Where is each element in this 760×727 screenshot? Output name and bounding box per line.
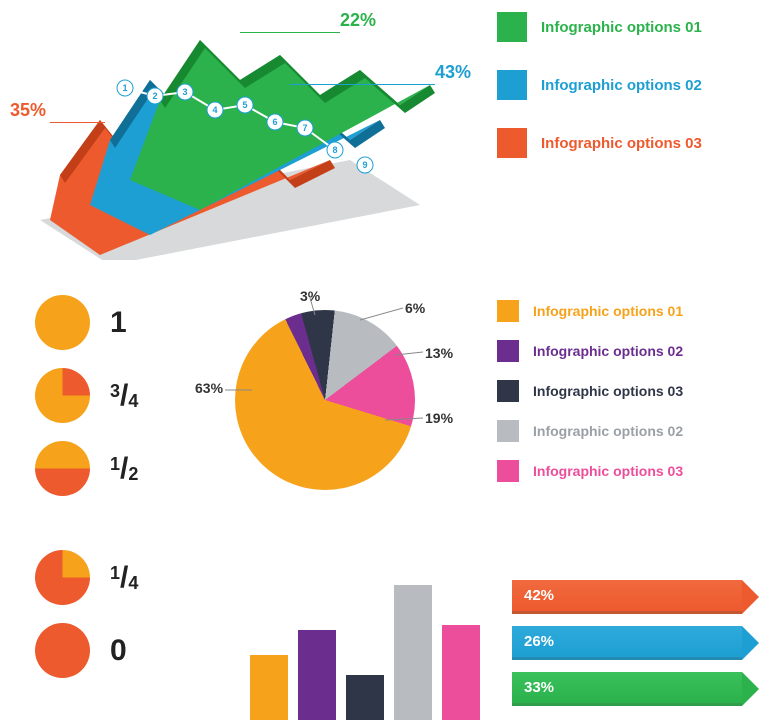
legend-swatch	[497, 460, 519, 482]
fraction-label: 0	[110, 634, 127, 668]
arrow-label: 33%	[524, 679, 554, 696]
arrow-label: 42%	[524, 587, 554, 604]
legend-swatch	[497, 420, 519, 442]
legend-swatch	[497, 340, 519, 362]
area-3d-svg: 1 2 3 4 5 6 7 8 9	[30, 10, 450, 260]
fraction-label: 3/4	[110, 379, 138, 413]
svg-text:6: 6	[272, 117, 277, 127]
legend-swatch	[497, 128, 527, 158]
pie-chart: 63% 3% 6% 13% 19%	[225, 290, 435, 500]
legend-label: Infographic options 02	[541, 77, 702, 94]
pie-leader-lines	[225, 290, 435, 500]
legend-mid-item: Infographic options 02	[497, 420, 742, 442]
fraction-circle-icon	[35, 550, 90, 605]
bar-chart	[250, 550, 480, 720]
fraction-circle-icon	[35, 623, 90, 678]
svg-text:9: 9	[362, 160, 367, 170]
fractions-column: 1 3/4 1/2	[35, 295, 205, 514]
legend-label: Infographic options 02	[533, 423, 683, 439]
bar-3	[346, 675, 384, 720]
callout-line-35	[50, 122, 105, 123]
fraction-circle-icon	[35, 295, 90, 350]
svg-text:1: 1	[122, 83, 127, 93]
callout-22: 22%	[340, 10, 376, 31]
svg-text:5: 5	[242, 100, 247, 110]
pie-label-63: 63%	[195, 380, 223, 396]
legend-top-item-2: Infographic options 02	[497, 70, 742, 100]
legend-label: Infographic options 03	[533, 463, 683, 479]
svg-text:2: 2	[152, 91, 157, 101]
legend-top: Infographic options 01 Infographic optio…	[497, 12, 742, 186]
fractions-column-2: 1/4 0	[35, 550, 205, 696]
bar-1	[250, 655, 288, 720]
legend-mid-item: Infographic options 02	[497, 340, 742, 362]
legend-swatch	[497, 380, 519, 402]
bar-4	[394, 585, 432, 720]
fraction-label: 1/4	[110, 561, 138, 595]
fraction-label: 1/2	[110, 452, 138, 486]
fraction-1-2: 1/2	[35, 441, 205, 496]
fraction-circle-icon	[35, 441, 90, 496]
callout-line-22	[240, 32, 340, 33]
fraction-1-4: 1/4	[35, 550, 205, 605]
legend-label: Infographic options 01	[541, 19, 702, 36]
bar-5	[442, 625, 480, 720]
legend-swatch	[497, 70, 527, 100]
fraction-0: 0	[35, 623, 205, 678]
arrow-42: 42%	[512, 580, 742, 614]
legend-mid: Infographic options 01 Infographic optio…	[497, 300, 742, 500]
legend-swatch	[497, 300, 519, 322]
fraction-label: 1	[110, 306, 127, 340]
legend-mid-item: Infographic options 03	[497, 460, 742, 482]
svg-text:7: 7	[302, 123, 307, 133]
legend-top-item-1: Infographic options 01	[497, 12, 742, 42]
bar-2	[298, 630, 336, 720]
arrow-26: 26%	[512, 626, 742, 660]
area-3d-chart: 1 2 3 4 5 6 7 8 9 22% 43% 35%	[30, 10, 450, 260]
legend-label: Infographic options 01	[533, 303, 683, 319]
legend-label: Infographic options 03	[533, 383, 683, 399]
legend-top-item-3: Infographic options 03	[497, 128, 742, 158]
fraction-circle-icon	[35, 368, 90, 423]
fraction-1: 1	[35, 295, 205, 350]
mid-section: 1 3/4 1/2 63% 3% 6% 13% 19% Infographic …	[0, 290, 760, 550]
legend-swatch	[497, 12, 527, 42]
legend-mid-item: Infographic options 01	[497, 300, 742, 322]
fraction-3-4: 3/4	[35, 368, 205, 423]
arrow-label: 26%	[524, 633, 554, 650]
bottom-section: 1/4 0 42% 26% 33%	[0, 550, 760, 725]
top-section: 1 2 3 4 5 6 7 8 9 22% 43% 35% Infographi…	[0, 0, 760, 270]
legend-mid-item: Infographic options 03	[497, 380, 742, 402]
arrow-33: 33%	[512, 672, 742, 706]
callout-line-43	[290, 84, 435, 85]
svg-text:3: 3	[182, 87, 187, 97]
legend-label: Infographic options 02	[533, 343, 683, 359]
svg-text:4: 4	[212, 105, 217, 115]
callout-35: 35%	[10, 100, 46, 121]
legend-label: Infographic options 03	[541, 135, 702, 152]
svg-text:8: 8	[332, 145, 337, 155]
callout-43: 43%	[435, 62, 471, 83]
arrow-bars: 42% 26% 33%	[512, 580, 742, 718]
